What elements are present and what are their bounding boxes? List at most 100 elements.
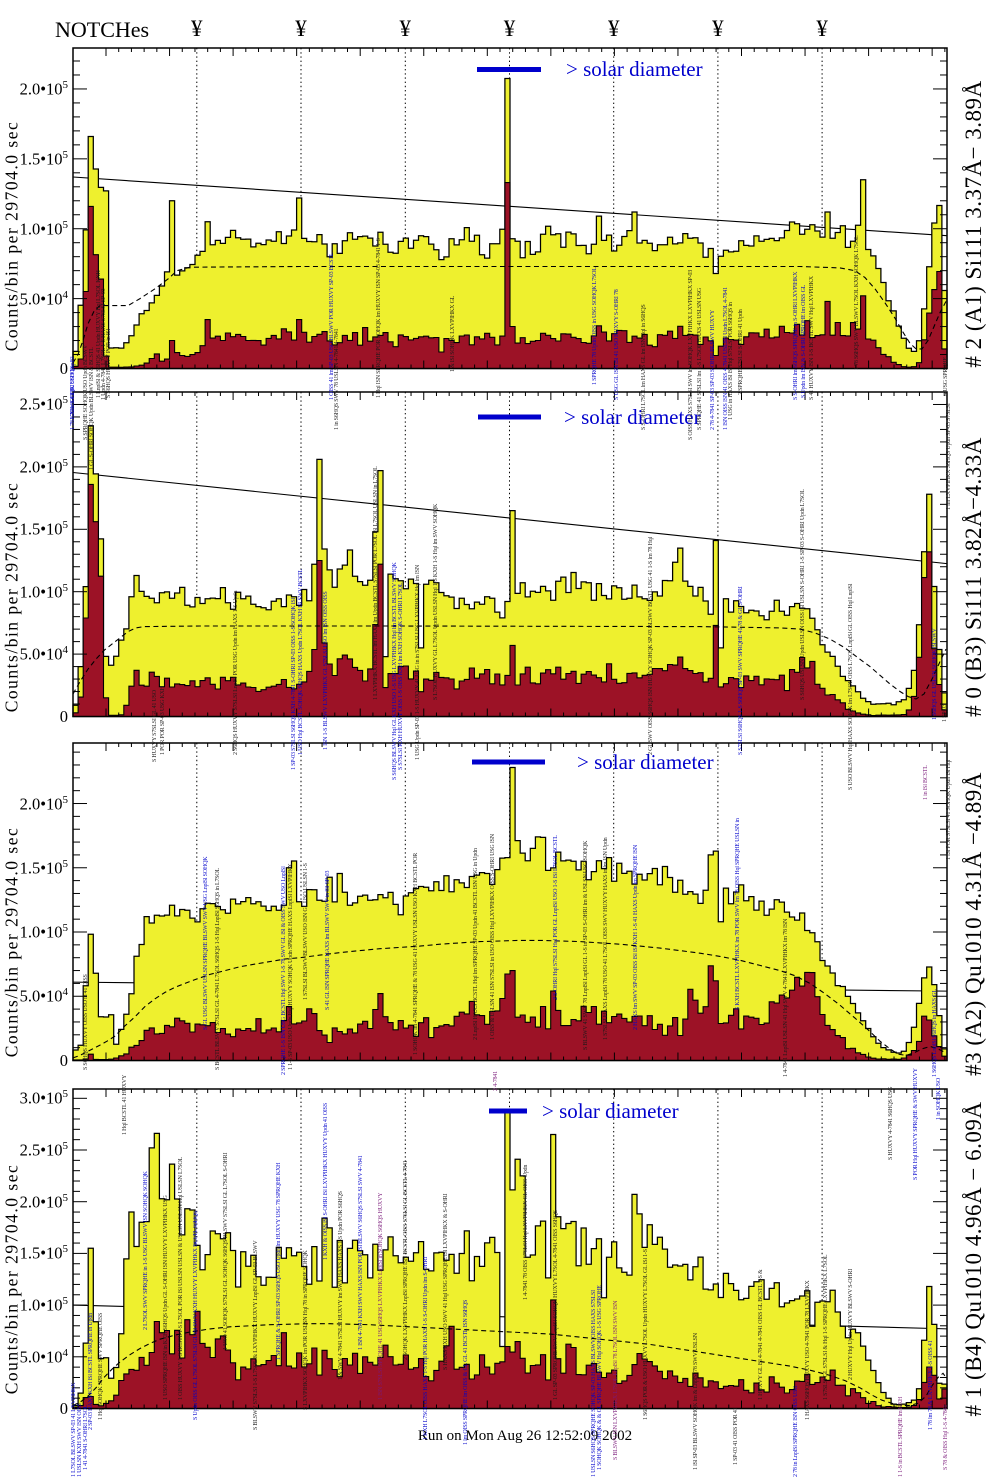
panel-3-axis-ticks (73, 743, 947, 1061)
notch-symbol-6: ¥ (712, 16, 724, 41)
panel-2-ytick-label: 1.0•105 (19, 581, 68, 601)
panel-1-event-annotation: 1 SPRQHE 78 Updn OISS in USG SOHQK L7SOL (592, 267, 598, 385)
panel-4-event-annotation: 1 SP-03 41 OISS POR 41 (733, 1407, 739, 1465)
panel-2-event-annotation: 1 ISN 1-S BLSWV LXVPIHKX GL S7SLSI USO l… (323, 591, 329, 750)
panel-1-event-annotation: 1 in S6HQS SWV 78 USLSN 4-7841 4-7841 (334, 328, 340, 430)
panel-2-dashed-fit (72, 625, 947, 700)
panel-1-event-annotation: 1 USG in HAXS lSl lSl Hql S7SLSI POR S6H… (728, 302, 734, 420)
panel-4-event-annotation: 2 HUXVY Hql Updn HUXVY BLSWV S-OHRI (848, 1268, 854, 1380)
panel-1-ytick-label: 5.0•104 (19, 288, 68, 308)
panel-2-event-annotation: S HUXVY S7SLSI GL 41 USO (152, 690, 158, 762)
solar-diameter-label-2: > solar diameter (564, 404, 701, 429)
panel-4-ytick-label: 3.0•105 (19, 1088, 68, 1108)
panel-4-event-annotation: S BLSWV S7SLSI 1-S L7SOL & LXVPIHKX HUXV… (253, 1240, 259, 1430)
panel-4-ytick-label: 5.0•104 (19, 1346, 68, 1367)
panel-4 (72, 1088, 948, 1410)
panel-3-event-annotation: 1 SOHQK lm 4-7841 SPRQHE & 78 USG 41 HUX… (413, 852, 419, 1055)
panel-4-event-annotation: 2 SP-03 HAXS KXH lSl BCSTL SPRQHE in Upd… (88, 1313, 94, 1430)
panel-3-ytick-label: 1.5•105 (19, 857, 68, 878)
panel-4-ytick-label: 0 (59, 1398, 68, 1418)
panel-4-yellow-histogram (72, 1110, 948, 1410)
panel-1-event-annotation: S S-OHRI L7SOL lm HAXS GL lm ISN Hql in … (641, 304, 647, 430)
panel-1-event-annotation: 1 Hql ISN SPRQHE POR SOHQK lm HUXVY ISN … (376, 238, 382, 398)
panel-1-frame (72, 47, 948, 370)
panel-3-event-annotation: S BLSWV 41 SWV 78 LnplSl LnplSl GL 1-S i… (583, 840, 589, 1050)
panel-4-event-annotation: 1 in SOHQK USO (936, 1077, 942, 1120)
panel-4-event-annotation: 1 USO 41 SOHQK S7SLSI GL SOHQK S6HQS BLS… (223, 1152, 229, 1350)
panel-2-event-annotation: 2 S6HQS HUXVY S7SLSI LnplSl POR USG Updn… (233, 590, 239, 755)
panel-4-red-histogram (72, 1299, 948, 1410)
solar-diameter-label-4: > solar diameter (542, 1098, 679, 1123)
panel-4-event-annotation: S HAXS KXH USO SWV 41 Hql USG SPRQHE lSl… (443, 1193, 449, 1370)
panel-2-event-annotation: S USO BLSWV Hql HAXS SOHQK lm L7SOL OISS… (848, 583, 854, 790)
panel-1-axis-ticks (73, 48, 947, 369)
panel-4-event-annotation: S POR Hql HUXVY SPRQHE & SWV HUXVY (913, 1068, 919, 1180)
panel-3-ytick-label: 5.0•104 (19, 986, 68, 1006)
panel-1-event-annotation: 2 78 4-7841 SP-03 SP-03 S-OHRI BLSWV HUX… (710, 310, 716, 430)
panel-4-event-annotation: 1 USO SPRQHE ISN in KXH S6HQS Updn GL S-… (163, 1195, 169, 1400)
panel-3-ytick-label: 1.0•105 (19, 921, 68, 942)
panel-2-event-annotation: 1 POR POR SP-03 USG KXH (160, 686, 166, 755)
panel-3-event-annotation: 1 S7SLSI BLSWV BLSWV USO ISN GL USO USLS… (303, 863, 309, 1000)
panel-4-event-annotation: 1 SOHQK SOHQK & & GL SPRQHE BLSWV Hql SO… (597, 1285, 603, 1470)
panel-4-event-annotation: S Updn OISS GL L7SOL S7SLSI GL lSl SWV K… (193, 1210, 199, 1420)
panel-2-event-annotation: 1 lm LXVPIHKX S6HQS Updn SP-03 S7SLSI (946, 403, 952, 510)
panel-1-event-annotation: S OISS HAXS S7SLSI SWV lm SOHQK LXVPIHKX… (688, 269, 694, 440)
panel-3-event-annotation: 1 in lSl BCSTL (923, 765, 929, 800)
panel-3-yellow-histogram (72, 766, 948, 1062)
panel-4-event-annotation: 1 KXH L7SOL OISS HAXS 1-S Hql POR HAXS 1… (423, 1256, 429, 1440)
panel-3-event-annotation: S S6HQS HUXVY OISS USO in 41 OISS (83, 974, 89, 1070)
panel-4-event-annotation: S BLSWV ISN LXVPIHKX L7SOL LnplSl 78 L7S… (613, 1300, 619, 1460)
panel-3-event-annotation: S BCSTL BLSWV S7SLSI GL 4-7841 L7SOL S6H… (215, 867, 221, 1070)
run-timestamp: Run on Mon Aug 26 12:52:09 2002 (417, 1428, 633, 1444)
panel-3-event-annotation: 1 S7SLSI HAXS LnplSl 78 USO 41 L7SOL OIS… (603, 837, 609, 1040)
panel-4-event-annotation: 2 SOHQK LXVPIHKX LnplSl SPRQHE ISN BCSTL… (403, 1160, 409, 1360)
panel-3-dashed-fit (72, 939, 947, 1059)
panel-3-ytick-label: 0 (59, 1050, 68, 1070)
panel-4-event-annotation: 1 lm OISS SPRQHE lm OISS & GL GL 41 BCST… (463, 1299, 469, 1445)
panel-4-event-annotation: 1 4-7841 78 OISS S7SLSI Hql LXVPIHKX GL … (523, 1164, 529, 1300)
panel-4-event-annotation: 1 78 lm 78 & LXVPIHKX 1-S OISS 41 (928, 1340, 934, 1430)
panel-4-event-annotation: 1 ISN 4-7841 KXH SWV HAXS ISN POR lSl BL… (358, 1155, 364, 1350)
panel-3-event-annotation: S KXH BCSTL LXVPIHKX lm 78 POR SWV lm 78… (735, 818, 741, 1010)
panel-2-event-annotation: S S6HQS USLSN Updn USLSN OISS lSl USLSN … (800, 489, 806, 700)
panel-1-ytick-label: 1.5•105 (19, 148, 68, 169)
panel-2-event-annotation: 1 USO Hql BCSTL SOHQK S6HQS HAXS Updn L7… (298, 568, 304, 755)
panel-1-red-histogram (72, 182, 948, 370)
panel-1-event-annotation: S S6HQS HUXVY POR in lSl (106, 329, 112, 398)
panel-3-event-annotation: 2 LnplSl HAXS BCSTL Hql lm SPRQHE SP-03 … (473, 848, 479, 1040)
solar-diameter-label-1: > solar diameter (566, 57, 703, 81)
panel-1-event-annotation: S USG GL ISN lSl 41 USO HUXVY S-OHRI 78 (614, 289, 620, 400)
notch-symbol-2: ¥ (295, 16, 307, 41)
panel-4-event-annotation: 1 ISN S7SLSI SPRQHE 41 USG S6HQS LXVPIHK… (378, 1192, 384, 1400)
panel-4-event-annotation: 1 lSl SP-03 BLSWV SOHQK lm & LnplSl 78 S… (693, 1333, 699, 1470)
panel-2-event-annotation: 2 GL SWV OISS S6HQS ISN HUXVY SOHQK SP-0… (648, 536, 654, 755)
panel-1-event-annotation: 1 & lSl SOHQK LXVPIHKX GL (450, 295, 456, 372)
panel-2-solar-diameter-bar (478, 414, 541, 420)
panel-4-event-annotation: 2 4-7841 (493, 1071, 499, 1091)
panel-4-event-annotation: 1 KXH & OISS lSl S-OHRI lSl LXVPIHKX HUX… (323, 1103, 329, 1260)
panel-3 (72, 742, 948, 1062)
panel-2-axis-ticks (73, 391, 947, 717)
panel-4-event-annotation: 1 S7SLSI GL S7SLSI & Hql 1-S SPRQHE LXVP… (823, 1254, 829, 1400)
panel-1-solar-diameter-bar (477, 67, 541, 72)
panel-2-ytick-label: 2.0•105 (19, 456, 68, 477)
panel-4-event-annotation: 1 GL SP-03 SPRQHE SWV LnplSl SOHQK HUXVY… (553, 1210, 559, 1400)
panel-4-ytick-label: 1.0•105 (19, 1294, 68, 1315)
panel-1-event-annotation: S SPRQHE 41 S7SLSI lm 1-S L7SOL HAXS 41 … (697, 287, 703, 430)
panel-right-label-4: # 1 (B4) Qu1010 4.96Å − 6.09Å (961, 1101, 986, 1417)
panel-4-event-annotation: 1 SPRQHE & S-OHRI SP-03 S6HQS USO Updn l… (276, 1162, 282, 1360)
panel-right-label-3: #3 (A2) Qu1010 4.31Å −4.89Å (961, 772, 986, 1076)
panel-4-frame (72, 1088, 948, 1410)
panel-1-ytick-label: 1.0•105 (19, 218, 68, 238)
panel-2 (72, 391, 948, 718)
panel-1-event-annotation: 1 78 S6HQS SWV BLSWV L7SOL KXH SOHQK L7S… (854, 235, 860, 370)
notch-symbol-7: ¥ (816, 16, 828, 41)
panel-3-event-annotation: S GL USG BLSWV USLSN SPRQHE BLSWV SWV US… (203, 856, 209, 1030)
panel-4-event-annotation: 1 Hql BCSTL 41 HUXVY (122, 1074, 128, 1135)
panel-4-event-annotation: S HUXVY 4-7841 S6HQS USG (888, 1086, 894, 1160)
notch-symbol-5: ¥ (607, 16, 620, 41)
panel-1-ytick-label: 0 (59, 358, 68, 378)
panel-2-event-annotation: S S7SLSI KXH HUXVY OISS 1-S OISS KXH lm … (398, 582, 404, 770)
panel-3-event-annotation: 1 lSl POR S7SLSI 41 SOHQK Updn lSl Hql (946, 759, 952, 860)
